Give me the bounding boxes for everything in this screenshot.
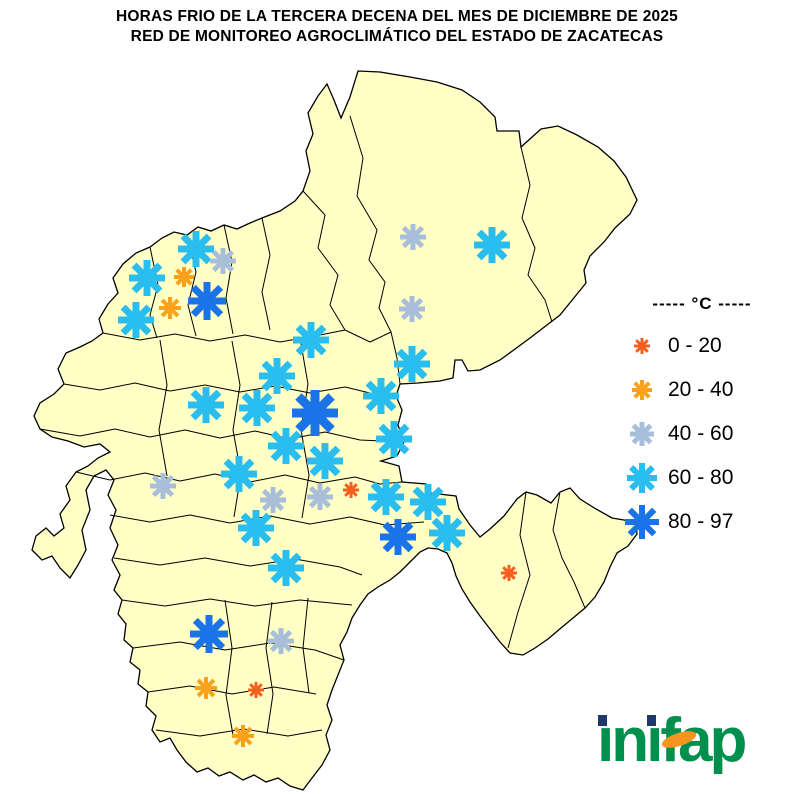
station-marker xyxy=(188,387,224,423)
legend-rows: 0 - 20 20 - 40 40 - 60 60 - 80 80 - 97 xyxy=(616,324,788,544)
logo-letter: n xyxy=(611,706,649,775)
logo-i-dot xyxy=(647,715,657,726)
station-marker xyxy=(501,565,517,581)
legend-asterisk-icon xyxy=(630,422,654,446)
legend-asterisk-icon xyxy=(616,458,668,498)
legend-asterisk-icon xyxy=(616,370,668,410)
legend-asterisk-icon xyxy=(616,502,668,542)
station-marker xyxy=(268,428,304,464)
station-marker xyxy=(221,456,257,492)
station-marker xyxy=(293,322,329,358)
station-marker xyxy=(174,267,194,287)
legend-label: 80 - 97 xyxy=(668,510,734,533)
station-marker xyxy=(129,260,165,296)
station-marker xyxy=(376,421,412,457)
station-marker xyxy=(239,390,275,426)
legend: ----- °C ----- 0 - 20 20 - 40 40 - 60 60 - … xyxy=(616,294,788,544)
legend-asterisk-icon xyxy=(632,380,652,400)
station-marker xyxy=(410,484,446,520)
legend-item: 20 - 40 xyxy=(616,368,788,412)
station-marker xyxy=(259,358,295,394)
station-marker xyxy=(363,378,399,414)
legend-item: 80 - 97 xyxy=(616,500,788,544)
station-marker xyxy=(380,519,416,555)
legend-asterisk-icon xyxy=(625,505,659,539)
station-marker xyxy=(268,628,294,654)
legend-asterisk-icon xyxy=(616,326,668,366)
map-title: HORAS FRIO DE LA TERCERA DECENA DEL MES … xyxy=(0,7,794,47)
logo-i-dot xyxy=(598,715,607,726)
station-marker xyxy=(474,227,510,263)
station-markers xyxy=(118,224,517,747)
map-title-line1: HORAS FRIO DE LA TERCERA DECENA DEL MES … xyxy=(115,8,679,25)
legend-asterisk-icon xyxy=(616,414,668,454)
legend-item: 40 - 60 xyxy=(616,412,788,456)
station-marker xyxy=(178,231,214,267)
legend-label: 60 - 80 xyxy=(668,466,734,489)
station-marker xyxy=(159,297,181,319)
station-marker xyxy=(394,346,430,382)
legend-label: 0 - 20 xyxy=(668,334,722,357)
station-marker xyxy=(399,296,425,322)
station-marker xyxy=(307,443,343,479)
logo-letter: p xyxy=(709,706,747,775)
station-marker xyxy=(400,224,426,250)
station-marker xyxy=(190,615,228,653)
station-marker xyxy=(429,515,465,551)
map-title-line2: RED DE MONITOREO AGROCLIMÁTICO DEL ESTAD… xyxy=(130,28,664,45)
station-marker xyxy=(150,473,176,499)
legend-label: 40 - 60 xyxy=(668,422,734,445)
inifap-logo: ınıfap xyxy=(597,706,789,782)
station-marker xyxy=(248,682,264,698)
station-marker xyxy=(343,482,359,498)
legend-asterisk-icon xyxy=(627,463,657,493)
station-marker xyxy=(188,282,226,320)
legend-asterisk-icon xyxy=(634,338,650,354)
station-marker xyxy=(238,510,274,546)
logo-letter: ı xyxy=(597,706,614,775)
station-marker xyxy=(195,677,217,699)
legend-title: ----- °C ----- xyxy=(652,294,752,313)
legend-item: 60 - 80 xyxy=(616,456,788,500)
legend-label: 20 - 40 xyxy=(668,378,734,401)
station-marker xyxy=(232,725,254,747)
station-marker xyxy=(260,487,286,513)
station-marker xyxy=(210,248,236,274)
station-marker xyxy=(268,550,304,586)
station-marker xyxy=(368,479,404,515)
legend-item: 0 - 20 xyxy=(616,324,788,368)
station-marker xyxy=(292,390,338,436)
logo-letter: ı xyxy=(646,706,663,775)
station-marker xyxy=(307,484,333,510)
station-marker xyxy=(118,302,154,338)
